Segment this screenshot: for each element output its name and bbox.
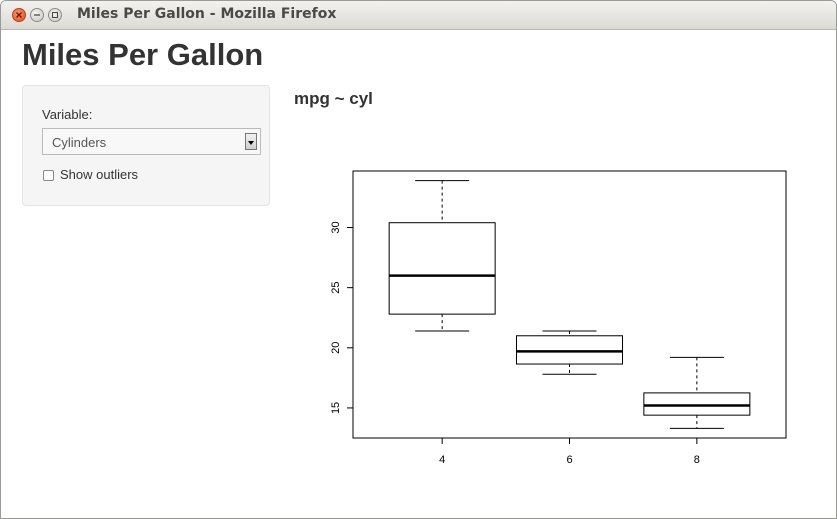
close-icon [16,12,22,18]
page-title: Miles Per Gallon [22,37,264,72]
variable-label: Variable: [42,107,93,122]
window-title: Miles Per Gallon - Mozilla Firefox [77,6,337,22]
minimize-icon [34,14,40,16]
dropdown-arrow-icon[interactable] [245,133,257,150]
y-tick-label: 20 [330,342,342,354]
close-window-button[interactable] [12,8,26,22]
y-tick-label: 30 [330,221,342,233]
maximize-window-button[interactable] [48,8,62,22]
variable-select-value: Cylinders [52,135,107,150]
box-8 [643,392,751,416]
show-outliers-checkbox[interactable] [43,170,54,181]
y-tick-label: 15 [330,402,342,414]
boxplot-chart: 15 20 25 30 4 6 8 [330,170,787,466]
minimize-window-button[interactable] [30,8,44,22]
box-4 [388,222,496,315]
y-tick-label: 25 [330,282,342,294]
x-tick-label: 6 [566,454,572,466]
chart-caption: mpg ~ cyl [294,89,373,108]
title-bar: Miles Per Gallon - Mozilla Firefox [1,1,836,30]
box-6 [516,335,623,365]
variable-select[interactable]: Cylinders [42,128,261,155]
x-tick-label: 4 [439,454,445,466]
x-tick-label: 8 [694,454,700,466]
maximize-icon [52,12,58,18]
show-outliers-label[interactable]: Show outliers [60,167,139,182]
sidebar-panel: Variable: Cylinders Show outliers [22,85,270,206]
